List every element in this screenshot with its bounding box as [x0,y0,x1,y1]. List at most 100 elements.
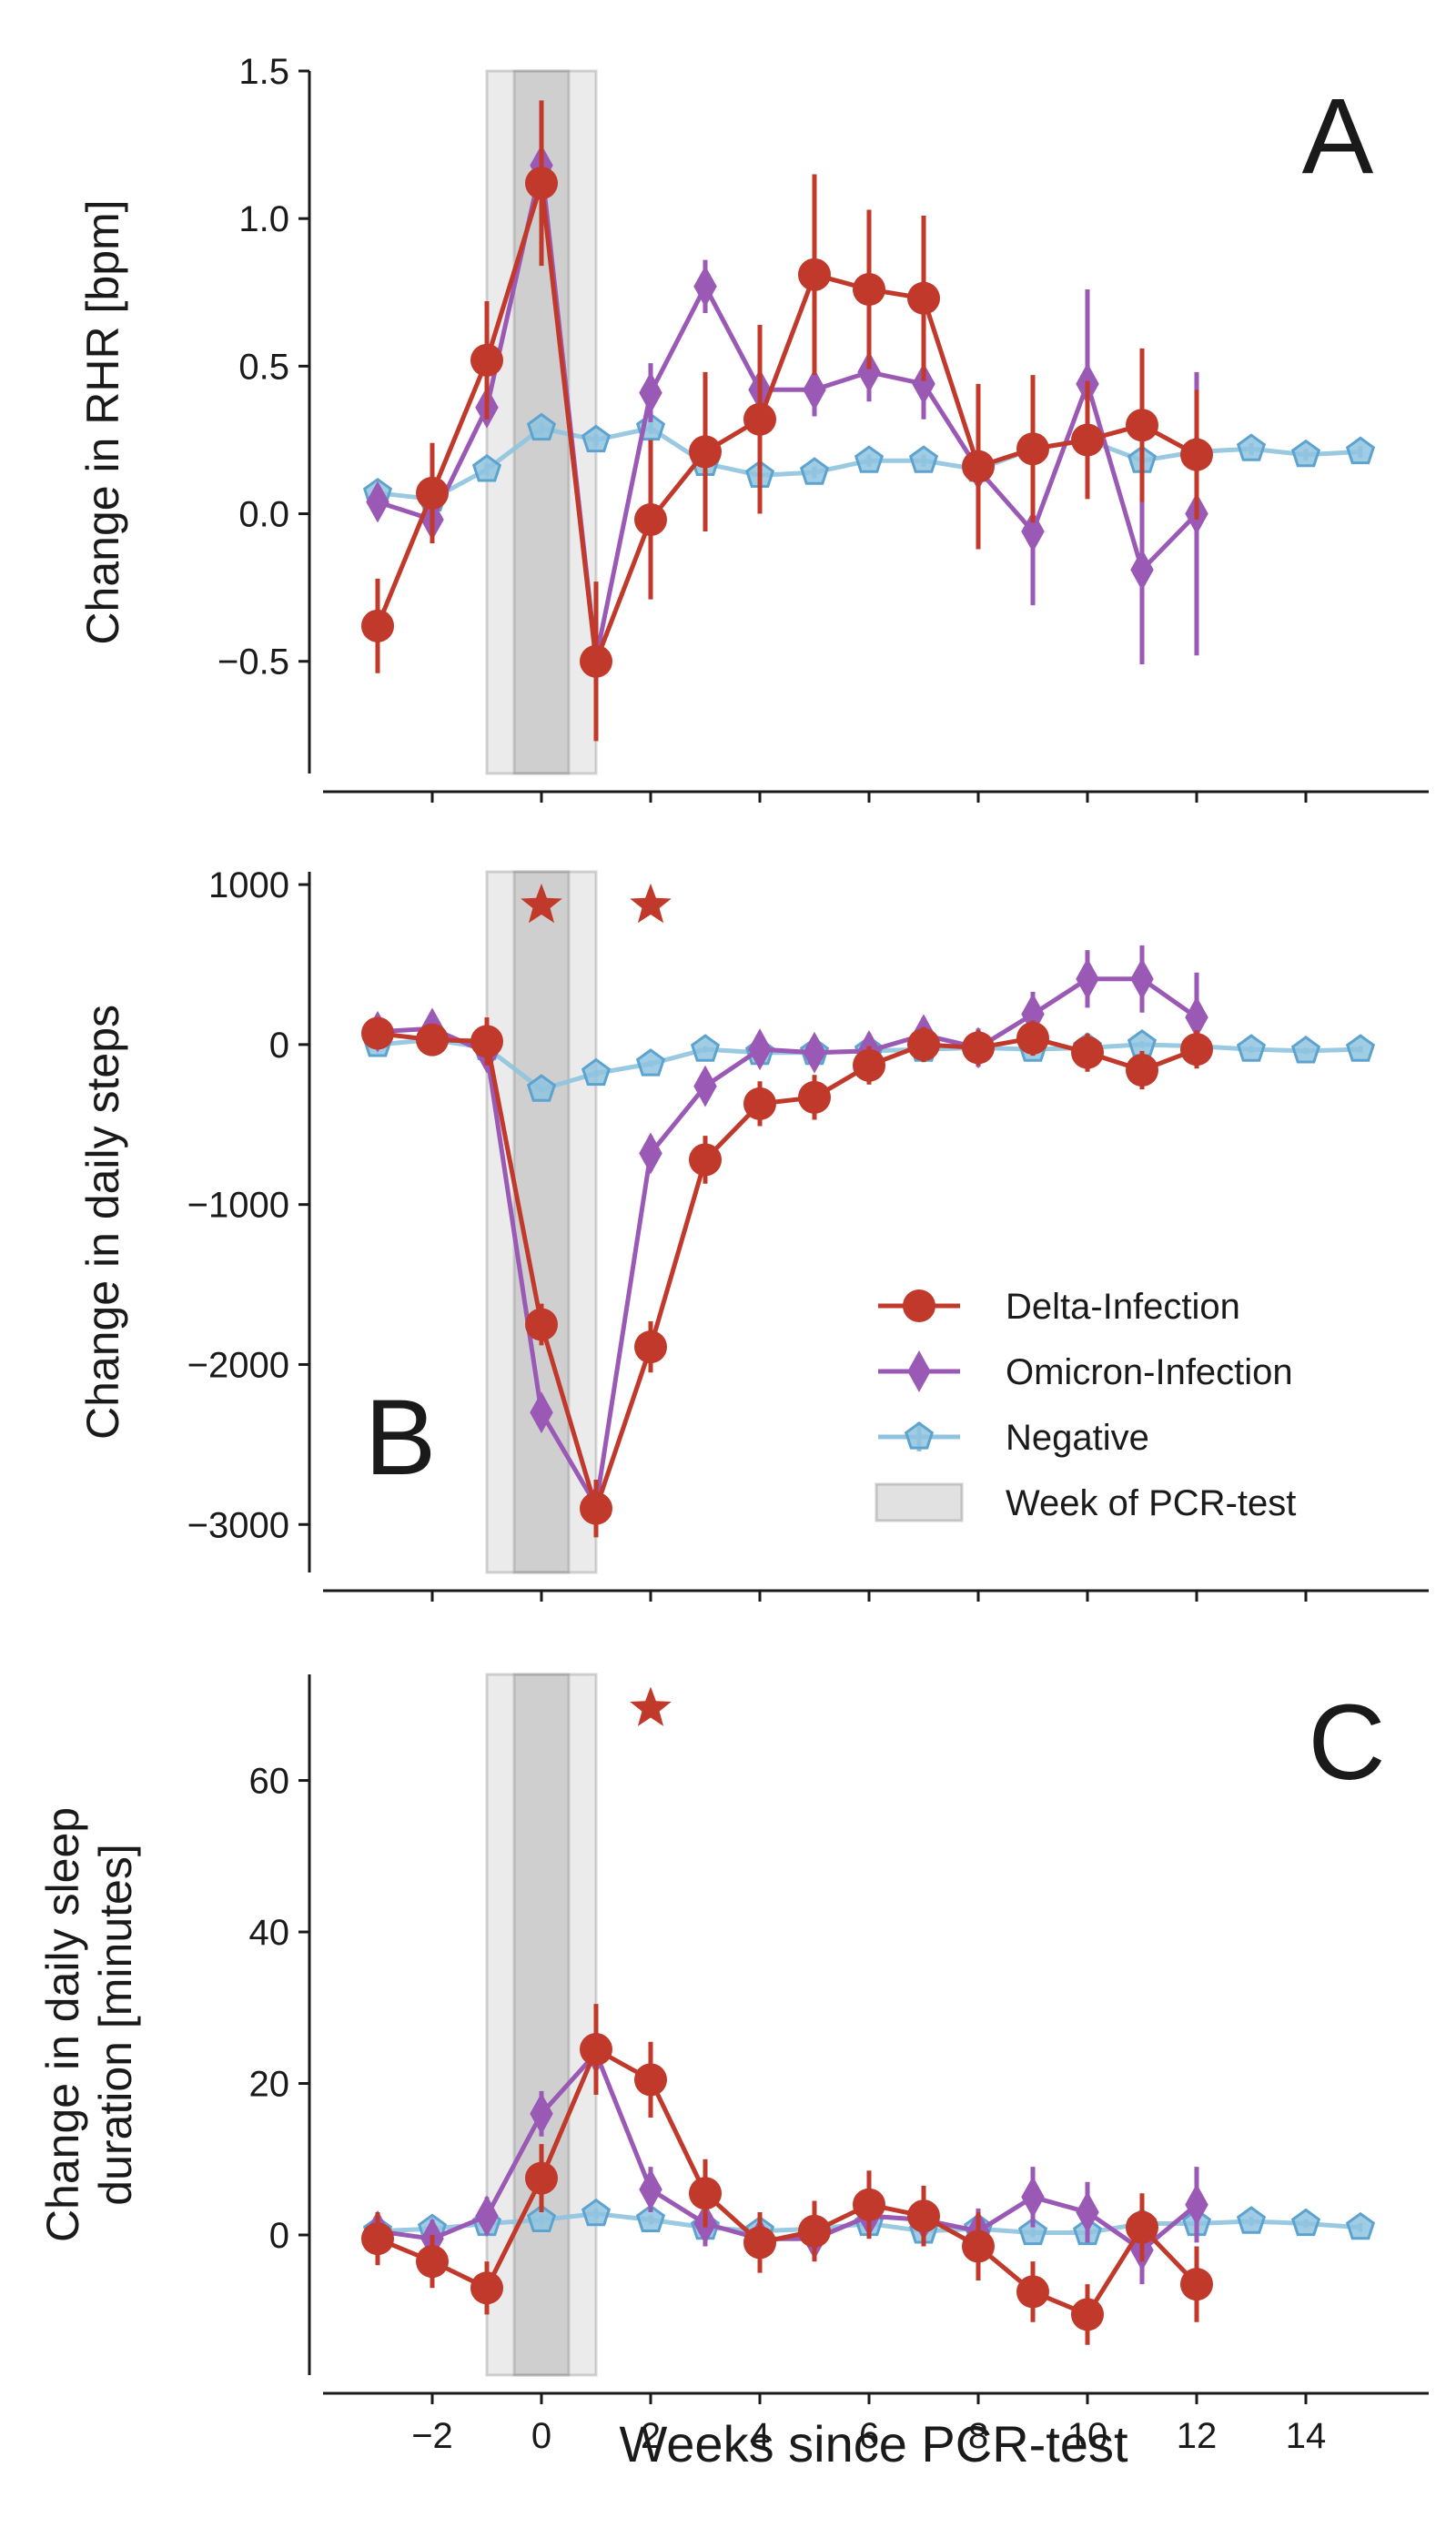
data-point [1071,2298,1104,2331]
data-point [693,1065,717,1107]
legend-entry: Week of PCR-test [875,1482,1296,1523]
data-point [908,445,939,473]
data-point [581,424,612,453]
data-point [470,2271,503,2305]
data-point [1236,2206,1267,2234]
panel-A: −0.5 0.0 0.5 1.0 1.5 Change in RHR [bpm] A [77,52,1429,803]
panel-label: C [1308,1683,1385,1803]
x-tick-label: 8 [968,2416,988,2456]
data-point [912,362,935,405]
legend: Delta-Infection Omicron-Infection Negative… [875,1287,1296,1523]
y-tick-label: 0.5 [238,347,289,387]
data-point [1016,1021,1049,1055]
x-axis-label: Weeks since PCR-test [619,2415,1128,2472]
data-point [1130,549,1154,592]
data-point [1180,1033,1213,1067]
data-point [635,2204,666,2232]
data-point [1071,1036,1104,1069]
y-axis-label-line: Change in daily sleep [37,1807,88,2242]
significance-star [521,883,562,924]
y-tick-label: 1.5 [238,52,289,92]
y-tick-label: 60 [249,1762,290,1802]
data-point [1126,409,1158,442]
y-axis-label-line: Change in RHR [bpm] [77,199,128,644]
data-point [526,2204,557,2232]
data-point [743,1087,776,1120]
legend-marker [903,1289,935,1322]
data-point [798,1080,831,1114]
data-point [639,371,662,414]
data-point [1021,2176,1045,2219]
data-point [748,1028,772,1071]
data-point [962,2230,995,2263]
series-line [375,182,1198,662]
y-tick-label: 1000 [208,865,289,905]
y-tick-label: 20 [249,2065,290,2105]
y-axis-label-line: duration [minutes] [90,1844,141,2205]
data-point [530,1391,553,1434]
series-line [377,165,1198,660]
legend-label: Week of PCR-test [1006,1483,1296,1523]
legend-marker [907,1350,931,1392]
panel-label: B [365,1378,437,1498]
data-point [853,1048,885,1082]
legend-label: Negative [1006,1418,1149,1458]
data-point [1236,433,1267,461]
data-point [1185,996,1208,1038]
data-point [798,2214,831,2248]
data-point [689,1143,722,1177]
data-point [689,2177,722,2210]
data-point [526,412,557,441]
y-axis-label: Change in RHR [bpm] [77,199,128,644]
data-point [1076,2191,1099,2233]
x-tick-label: 14 [1286,2416,1327,2456]
data-point [743,402,776,436]
x-tick-label: 10 [1067,2416,1108,2456]
y-tick-label: 0 [269,2216,289,2256]
data-point [525,2161,558,2195]
data-point [366,480,389,523]
panel-label: A [1302,76,1374,197]
data-point [962,450,995,483]
data-point [416,2245,449,2279]
data-point [475,2195,499,2238]
data-point [634,1330,667,1364]
significance-star [630,1686,672,1726]
series-line [377,1031,1198,1516]
data-point [1290,439,1321,468]
legend-swatch [875,1482,964,1522]
pcr-week-shade [485,870,598,1574]
x-tick-label: 6 [859,2416,879,2456]
data-point [581,1057,612,1087]
data-point [1180,438,1213,471]
data-point [1017,2217,1048,2246]
x-tick-label: 2 [641,2416,661,2456]
y-axis-label: Change in daily sleepduration [minutes] [37,1807,141,2242]
significance-star [630,883,672,924]
data-point [693,265,717,308]
data-point [1071,423,1104,457]
y-tick-label: −3000 [187,1505,289,1545]
data-point [1016,2275,1049,2309]
y-axis-label: Change in daily steps [77,1005,128,1440]
legend-marker [904,1421,935,1450]
data-point [580,1491,612,1525]
series-line [377,2046,1198,2318]
legend-entry: Omicron-Infection [878,1350,1293,1392]
data-point [799,457,830,485]
pcr-week-shade [485,1673,598,2377]
data-point [580,2033,612,2067]
data-point [689,435,722,469]
data-point [580,644,612,678]
data-point [526,1074,557,1102]
x-tick-label: −2 [411,2416,453,2456]
y-tick-label: −0.5 [217,642,289,682]
y-tick-label: 0 [269,1026,289,1066]
data-point [854,445,885,473]
x-tick-label: 0 [531,2416,551,2456]
series-delta-infection [361,1016,1213,1538]
panel-C: 0 20 40 60 −2 0 2 4 6 8 10 12 14 Change in daily slee… [37,1673,1429,2456]
series-line [377,976,1198,1512]
data-point [1236,1034,1267,1062]
